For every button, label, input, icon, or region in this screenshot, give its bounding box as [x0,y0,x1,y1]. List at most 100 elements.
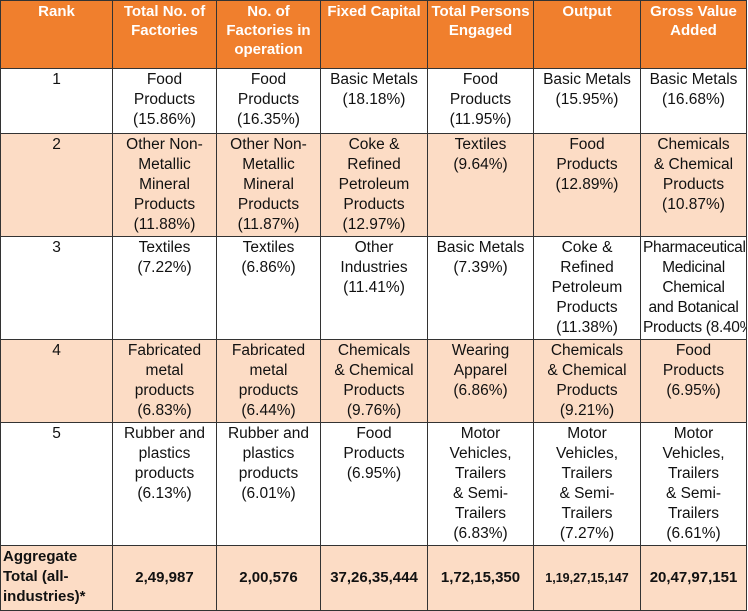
cell-line: (11.88%) [133,216,196,233]
cell-line: Other [354,239,394,256]
cell-line: (12.89%) [555,176,619,193]
cell-line: Metallic [242,156,295,173]
total-factories-value: 2,49,987 [112,545,217,611]
rank-cell: 2 [0,133,113,237]
cell-line: Trailers [454,505,507,522]
cell-line: Medicinal [662,259,725,276]
cell-line: Products [556,299,618,316]
factories-in-operation-cell: Rubber and plastics products (6.01%) [216,422,321,546]
cell-line: Coke & [348,136,400,153]
cell-line: Textiles [242,239,295,256]
cell-line: (7.39%) [453,259,508,276]
cell-line: (6.01%) [241,485,296,502]
gross-value-added-cell: Motor Vehicles, Trailers & Semi- Trailers (6.… [640,422,747,546]
cell-line: Fabricated [231,342,306,359]
cell-line: Products [133,91,196,108]
cell-line: Basic Metals [330,71,418,88]
cell-line: Other Non- [230,136,307,153]
cell-line: Food [250,71,287,88]
cell-line: Food [356,425,392,442]
gross-value-added-value: 20,47,97,151 [640,545,747,611]
cell-line: Vehicles, [449,445,512,462]
cell-line: Apparel [453,362,508,379]
cell-line: Mineral [139,176,190,193]
total-factories-cell: Rubber and plastics products (6.13%) [112,422,217,546]
output-cell: Food Products (12.89%) [533,133,641,237]
cell-line: Mineral [243,176,294,193]
persons-engaged-cell: Food Products (11.95%) [427,68,534,134]
cell-line: (16.35%) [237,111,300,128]
cell-line: (11.95%) [449,111,512,128]
fixed-capital-cell: Coke & Refined Petroleum Products (12.97%) [320,133,428,237]
factories-in-operation-cell: Food Products (16.35%) [216,68,321,134]
cell-line: (6.86%) [453,382,508,399]
header-output: Output [533,0,641,69]
persons-engaged-cell: Textiles (9.64%) [427,133,534,237]
header-row: Rank Total No. of Factories No. of Facto… [0,0,747,69]
cell-line: Products [343,445,405,462]
total-factories-cell: Fabricated metal products (6.83%) [112,339,217,423]
cell-line: & Chemical [653,156,734,173]
persons-engaged-value: 1,72,15,350 [427,545,534,611]
persons-engaged-cell: Motor Vehicles, Trailers & Semi- Trailers (6.… [427,422,534,546]
cell-line: Wearing [451,342,510,359]
cell-line: Other Non- [126,136,203,153]
rank-cell: 5 [0,422,113,546]
fixed-capital-cell: Chemicals & Chemical Products (9.76%) [320,339,428,423]
cell-line: Motor [567,425,607,442]
rank-cell: 1 [0,68,113,134]
output-cell: Basic Metals (15.95%) [533,68,641,134]
aggregate-total-label: Aggregate Total (all-industries)* [0,545,113,611]
cell-line: products [134,382,195,399]
cell-line: Products [662,176,725,193]
cell-line: Products [449,91,512,108]
total-factories-cell: Other Non- Metallic Mineral Products (11.88%… [112,133,217,237]
gross-value-added-cell: Pharmaceuticals, Medicinal Chemical and Bot… [640,236,747,340]
cell-line: Food [146,71,183,88]
output-cell: Coke & Refined Petroleum Products (11.38%) [533,236,641,340]
fixed-capital-cell: Food Products (6.95%) [320,422,428,546]
cell-line: (6.86%) [241,259,296,276]
cell-line: products [238,382,299,399]
header-total-persons-engaged: Total Persons Engaged [427,0,534,69]
output-value: 1,19,27,15,147 [533,545,641,611]
cell-line: (15.95%) [555,91,619,108]
cell-line: Products [662,362,725,379]
cell-line: Products [556,382,618,399]
cell-line: Chemicals [657,136,730,153]
cell-line: Coke & [561,239,613,256]
factories-in-operation-cell: Other Non- Metallic Mineral Products (11.87%… [216,133,321,237]
cell-line: plastics [242,445,295,462]
output-cell: Chemicals & Chemical Products (9.21%) [533,339,641,423]
fixed-capital-cell: Other Industries (11.41%) [320,236,428,340]
cell-line: (9.21%) [559,402,615,419]
cell-line: Products [237,91,300,108]
cell-line: products [134,465,195,482]
output-cell: Motor Vehicles, Trailers & Semi- Trailers (7.… [533,422,641,546]
rank-cell: 4 [0,339,113,423]
cell-line: Petroleum [338,176,410,193]
cell-line: & Chemical [547,362,627,379]
cell-line: (11.41%) [343,279,405,296]
cell-line: metal [249,362,288,379]
fixed-capital-value: 37,26,35,444 [320,545,428,611]
cell-line: Products [237,196,300,213]
factories-in-operation-cell: Fabricated metal products (6.44%) [216,339,321,423]
cell-line: (11.38%) [556,319,618,336]
table-row: 2 Other Non- Metallic Mineral Products (11.88… [0,133,747,237]
cell-line: (11.87%) [237,216,300,233]
cell-line: Refined [347,156,401,173]
cell-line: (7.22%) [137,259,192,276]
cell-line: Food [675,342,712,359]
cell-line: Industries [340,259,408,276]
cell-line: Products [556,156,618,173]
cell-line: Vehicles, [555,445,619,462]
fixed-capital-cell: Basic Metals (18.18%) [320,68,428,134]
gross-value-added-cell: Basic Metals (16.68%) [640,68,747,134]
cell-line: Chemicals [337,342,411,359]
cell-line: products [238,465,299,482]
header-factories-in-operation: No. of Factories in operation [216,0,321,69]
cell-line: (18.18%) [342,91,406,108]
cell-line: & Chemical [334,362,414,379]
cell-line: Chemicals [550,342,624,359]
